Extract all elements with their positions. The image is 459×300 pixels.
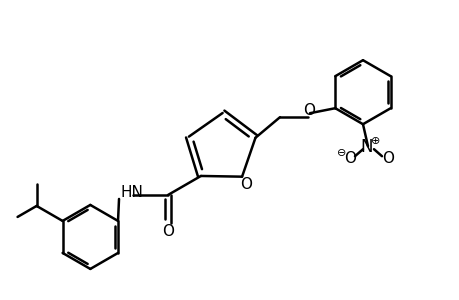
Text: O: O: [381, 151, 393, 166]
Text: ⊖: ⊖: [336, 148, 346, 158]
Text: ⊕: ⊕: [370, 136, 380, 146]
Text: O: O: [302, 103, 314, 118]
Text: HN: HN: [120, 185, 143, 200]
Text: N: N: [360, 138, 372, 156]
Text: O: O: [162, 224, 174, 239]
Text: O: O: [343, 151, 355, 166]
Text: O: O: [240, 177, 252, 192]
